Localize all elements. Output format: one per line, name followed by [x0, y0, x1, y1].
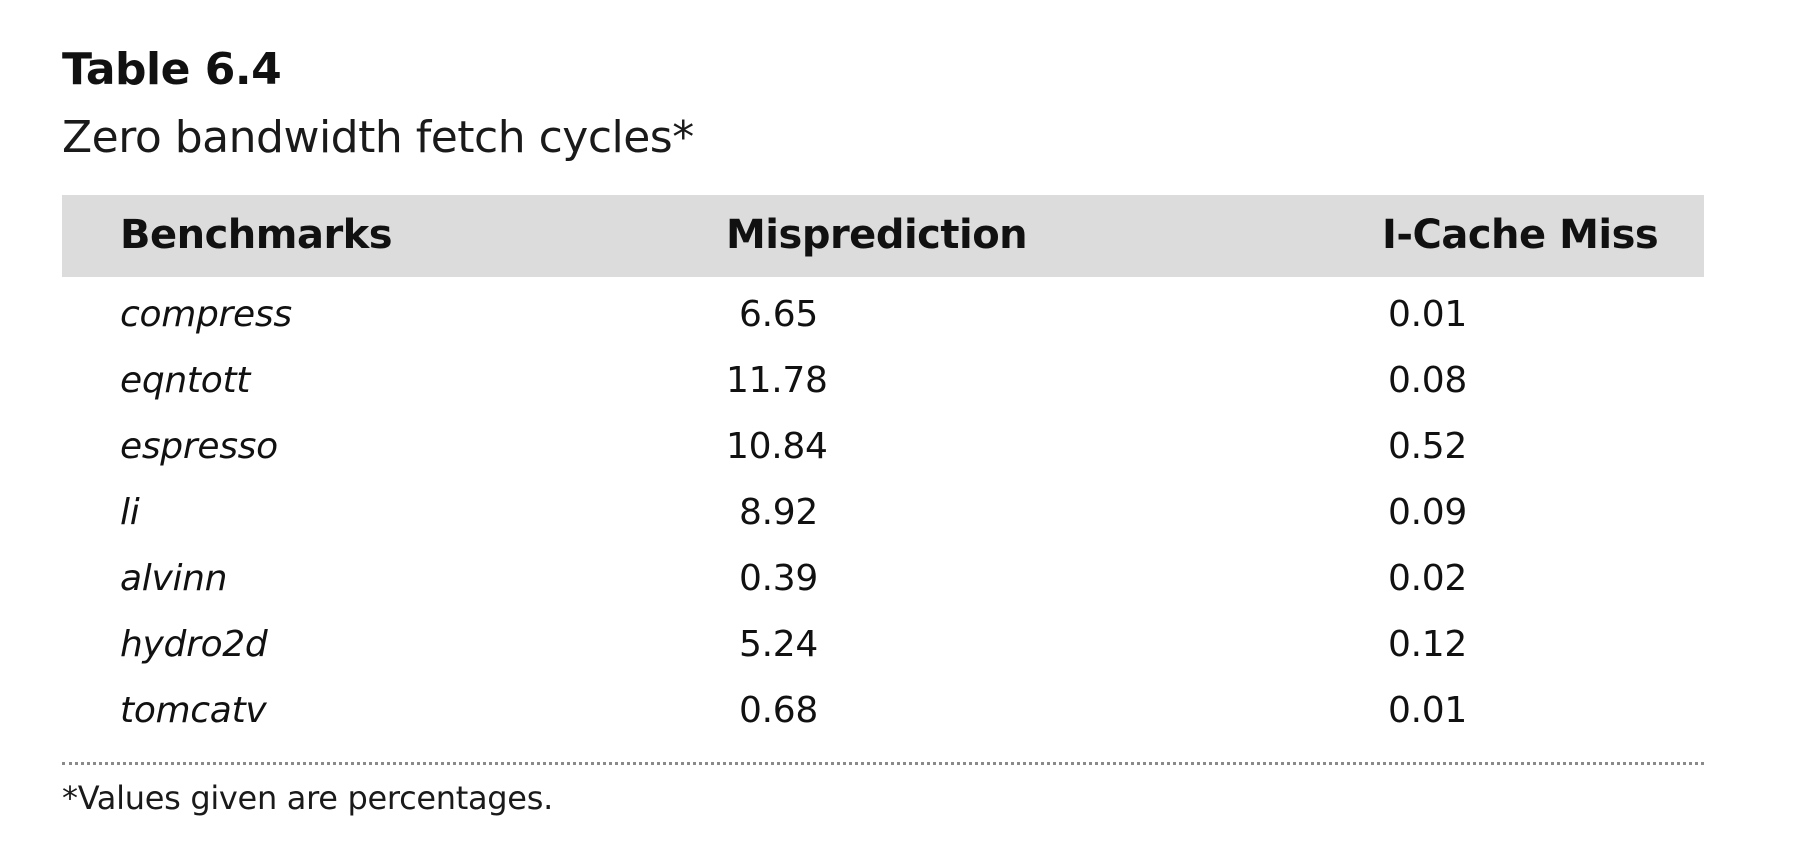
table-row: alvinn 0.39 0.02: [0, 546, 1810, 612]
misprediction-cell: 10.84: [726, 426, 828, 467]
table-row: compress 6.65 0.01: [0, 282, 1810, 348]
misprediction-cell: 11.78: [726, 360, 828, 401]
benchmark-cell: tomcatv: [120, 690, 267, 731]
table-footnote: *Values given are percentages.: [62, 779, 553, 817]
column-header-misprediction: Misprediction: [726, 212, 1028, 258]
benchmark-cell: eqntott: [120, 360, 251, 401]
icache-miss-cell: 0.08: [1388, 360, 1467, 401]
table-row: hydro2d 5.24 0.12: [0, 612, 1810, 678]
table-number: Table 6.4: [62, 44, 282, 95]
benchmark-cell: li: [120, 492, 140, 533]
table-bottom-rule: [62, 762, 1704, 765]
table-row: tomcatv 0.68 0.01: [0, 678, 1810, 744]
table-row: espresso 10.84 0.52: [0, 414, 1810, 480]
benchmark-cell: compress: [120, 294, 292, 335]
icache-miss-cell: 0.02: [1388, 558, 1467, 599]
benchmark-cell: hydro2d: [120, 624, 268, 665]
table-row: li 8.92 0.09: [0, 480, 1810, 546]
benchmark-cell: espresso: [120, 426, 278, 467]
misprediction-cell: 6.65: [739, 294, 818, 335]
misprediction-cell: 5.24: [739, 624, 818, 665]
icache-miss-cell: 0.09: [1388, 492, 1467, 533]
table-row: eqntott 11.78 0.08: [0, 348, 1810, 414]
table-header-band: [62, 195, 1704, 277]
icache-miss-cell: 0.12: [1388, 624, 1467, 665]
column-header-icache-miss: I-Cache Miss: [1382, 212, 1659, 258]
misprediction-cell: 0.68: [739, 690, 818, 731]
icache-miss-cell: 0.01: [1388, 294, 1467, 335]
icache-miss-cell: 0.52: [1388, 426, 1467, 467]
column-header-benchmarks: Benchmarks: [120, 212, 393, 258]
misprediction-cell: 0.39: [739, 558, 818, 599]
benchmark-cell: alvinn: [120, 558, 228, 599]
table-caption: Zero bandwidth fetch cycles*: [62, 112, 694, 163]
icache-miss-cell: 0.01: [1388, 690, 1467, 731]
misprediction-cell: 8.92: [739, 492, 818, 533]
